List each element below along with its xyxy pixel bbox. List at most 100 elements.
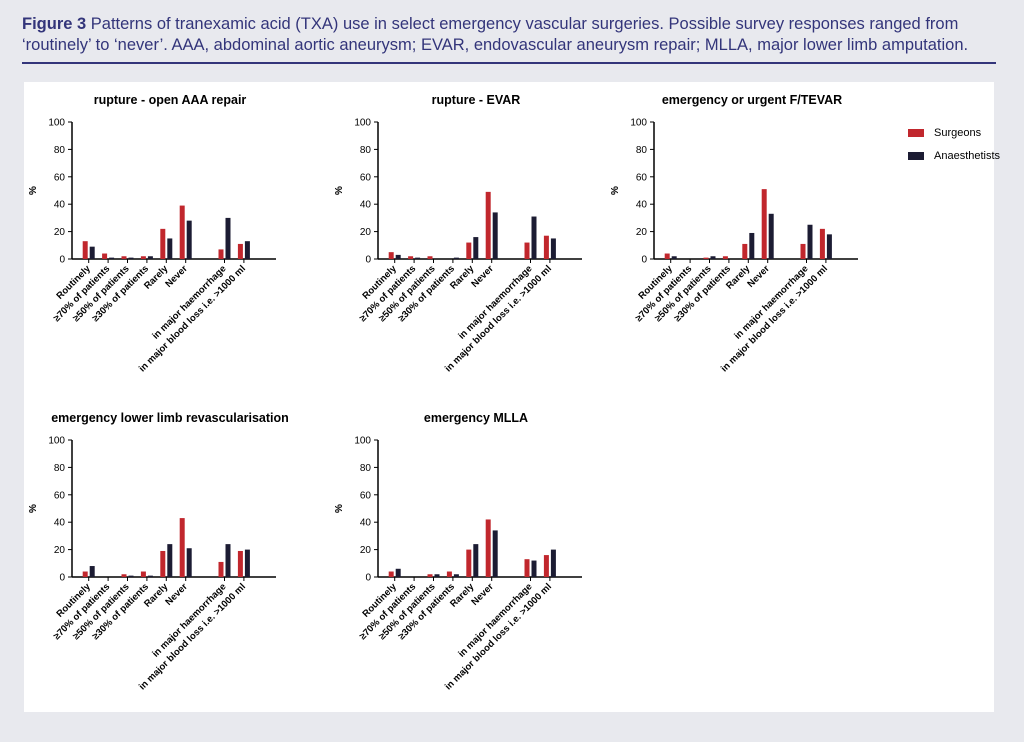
y-tick-label: 40 xyxy=(360,518,372,529)
bar-anaesthetists xyxy=(415,257,421,259)
bar-surgeons xyxy=(722,256,728,259)
y-tick-label: 0 xyxy=(365,255,371,266)
bar-anaesthetists xyxy=(434,574,440,577)
x-tick-label: Never xyxy=(469,581,496,608)
bar-anaesthetists xyxy=(128,257,134,259)
y-tick-label: 80 xyxy=(360,463,372,474)
bar-anaesthetists xyxy=(89,566,95,577)
bar-anaesthetists xyxy=(225,217,231,259)
bar-anaesthetists xyxy=(710,256,716,259)
bar-surgeons xyxy=(218,561,224,577)
y-axis-label: % xyxy=(28,504,39,513)
caption-divider xyxy=(22,62,996,64)
bar-surgeons xyxy=(140,571,146,577)
bar-anaesthetists xyxy=(473,237,479,259)
bar-surgeons xyxy=(388,571,394,577)
legend-label-surgeons: Surgeons xyxy=(934,127,982,139)
bar-surgeons xyxy=(408,256,414,259)
figure-label: Figure 3 xyxy=(22,15,87,33)
y-tick-label: 100 xyxy=(630,118,647,129)
y-tick-label: 40 xyxy=(54,200,66,211)
y-tick-label: 100 xyxy=(48,118,65,129)
bar-anaesthetists xyxy=(826,234,832,259)
y-tick-label: 20 xyxy=(636,227,648,238)
y-tick-label: 20 xyxy=(360,227,372,238)
bar-surgeons xyxy=(388,252,394,259)
bar-surgeons xyxy=(179,518,185,577)
bar-anaesthetists xyxy=(768,213,774,259)
chart-4: emergency lower limb revascularisation% 0… xyxy=(28,411,289,692)
bar-surgeons xyxy=(466,549,472,577)
bar-surgeons xyxy=(466,242,472,259)
bar-anaesthetists xyxy=(147,256,153,259)
bar-anaesthetists xyxy=(167,544,173,577)
bar-surgeons xyxy=(237,550,243,577)
bar-anaesthetists xyxy=(492,212,498,259)
legend-swatch-anaesthetists xyxy=(908,152,924,160)
y-tick-label: 0 xyxy=(59,573,65,584)
bar-anaesthetists xyxy=(453,257,459,259)
bar-anaesthetists xyxy=(186,548,192,577)
y-tick-label: 60 xyxy=(54,172,66,183)
figure-caption: Figure 3 Patterns of tranexamic acid (TX… xyxy=(22,14,1002,56)
legend-label-anaesthetists: Anaesthetists xyxy=(934,150,1001,162)
bar-surgeons xyxy=(819,228,825,259)
bar-anaesthetists xyxy=(550,549,556,577)
x-tick-label: Never xyxy=(163,581,190,608)
bar-anaesthetists xyxy=(531,560,537,577)
y-axis-label: % xyxy=(28,186,39,195)
y-tick-label: 60 xyxy=(636,172,648,183)
bar-anaesthetists xyxy=(395,568,401,577)
x-tick-label: Never xyxy=(163,263,190,290)
bar-surgeons xyxy=(179,205,185,259)
chart-title: emergency MLLA xyxy=(424,411,528,425)
bar-surgeons xyxy=(742,243,748,259)
bar-surgeons xyxy=(543,235,549,259)
bar-anaesthetists xyxy=(89,246,95,259)
bar-surgeons xyxy=(446,571,452,577)
y-tick-label: 20 xyxy=(54,227,66,238)
bar-anaesthetists xyxy=(492,530,498,577)
bar-anaesthetists xyxy=(395,254,401,259)
charts-canvas: rupture - open AAA repair%020406080100Ro… xyxy=(28,93,858,692)
y-tick-label: 80 xyxy=(54,145,66,156)
bar-anaesthetists xyxy=(167,238,173,259)
bar-surgeons xyxy=(121,574,127,577)
bar-anaesthetists xyxy=(244,241,250,259)
y-tick-label: 60 xyxy=(54,490,66,501)
bar-anaesthetists xyxy=(473,544,479,577)
y-tick-label: 40 xyxy=(360,200,372,211)
chart-2: rupture - EVAR%020406080100Routinely≥70%… xyxy=(334,93,582,374)
bar-surgeons xyxy=(543,555,549,577)
bar-surgeons xyxy=(82,571,88,577)
bar-anaesthetists xyxy=(109,257,115,259)
y-tick-label: 40 xyxy=(636,200,648,211)
y-axis-label: % xyxy=(610,186,621,195)
y-tick-label: 80 xyxy=(54,463,66,474)
chart-title: emergency or urgent F/TEVAR xyxy=(662,93,842,107)
y-tick-label: 60 xyxy=(360,172,372,183)
chart-title: rupture - EVAR xyxy=(432,93,521,107)
bar-surgeons xyxy=(703,257,709,259)
y-tick-label: 20 xyxy=(54,545,66,556)
chart-5: emergency MLLA%020406080100Routinely≥70%… xyxy=(334,411,582,692)
y-tick-label: 20 xyxy=(360,545,372,556)
bar-surgeons xyxy=(237,243,243,259)
bar-surgeons xyxy=(121,256,127,259)
legend-swatch-surgeons xyxy=(908,129,924,137)
bar-surgeons xyxy=(160,228,166,259)
chart-3: emergency or urgent F/TEVAR% 0 20 40 60 80 100… xyxy=(610,93,858,374)
bar-surgeons xyxy=(485,191,491,259)
x-tick-label: Never xyxy=(745,263,772,290)
bar-surgeons xyxy=(140,256,146,259)
bar-anaesthetists xyxy=(671,256,677,259)
bar-surgeons xyxy=(218,249,224,259)
bar-anaesthetists xyxy=(749,232,755,259)
y-tick-label: 80 xyxy=(360,145,372,156)
y-tick-label: 80 xyxy=(636,145,648,156)
bar-surgeons xyxy=(485,519,491,577)
bar-surgeons xyxy=(664,253,670,259)
legend: Surgeons Anaesthetists xyxy=(908,123,1000,169)
bar-surgeons xyxy=(427,574,433,577)
bar-surgeons xyxy=(800,243,806,259)
